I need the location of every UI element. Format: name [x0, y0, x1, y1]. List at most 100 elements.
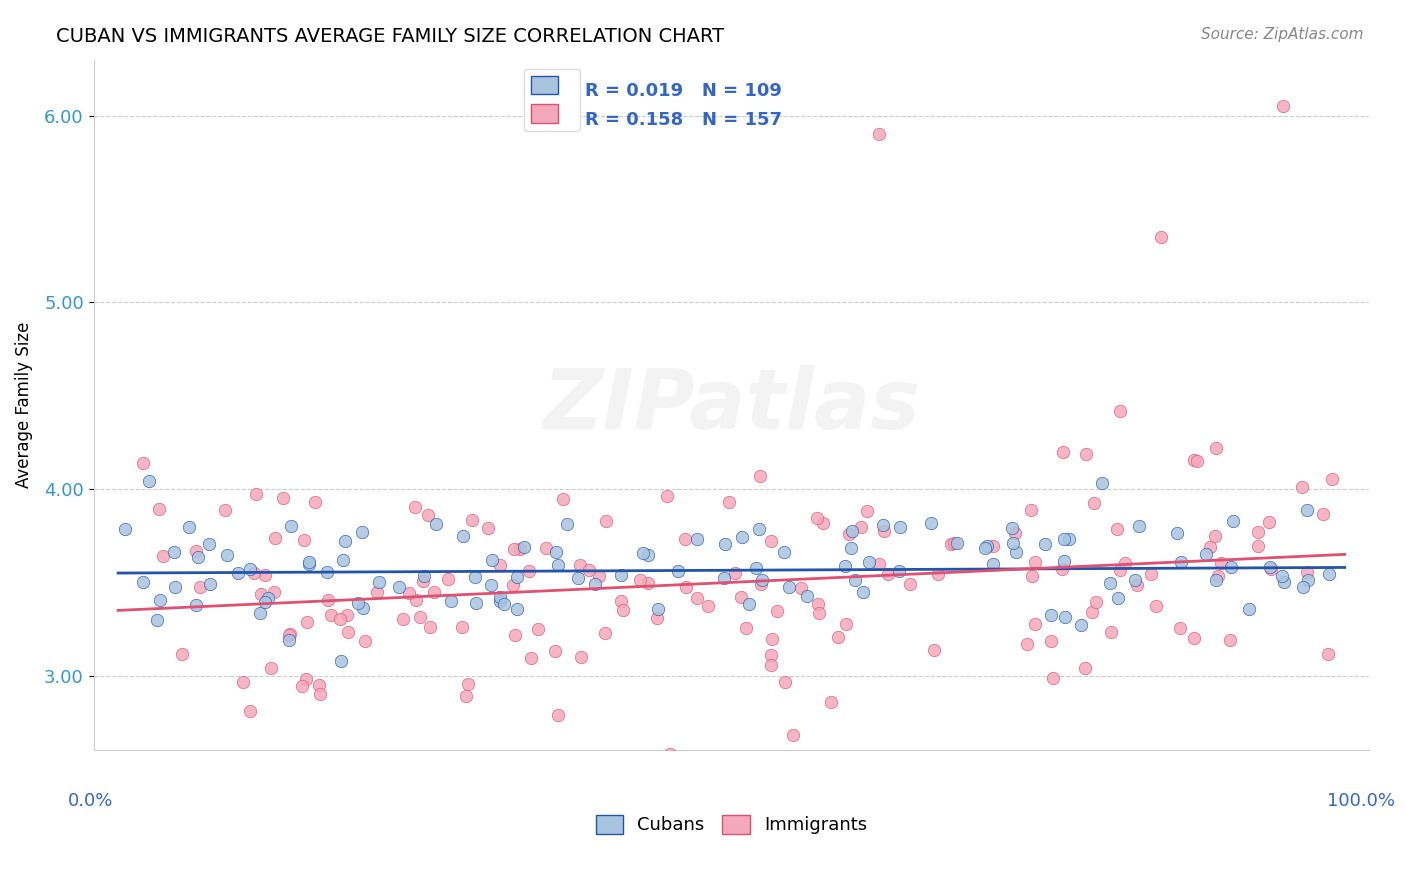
Immigrants [477, 520, 499, 534]
Text: 100.0%: 100.0% [1327, 792, 1395, 810]
Immigrants [247, 756, 270, 770]
Cubans [974, 541, 997, 556]
Cubans [198, 537, 221, 551]
Immigrants [612, 603, 634, 617]
Immigrants [675, 533, 697, 547]
Immigrants [922, 642, 945, 657]
Immigrants [718, 495, 741, 509]
Immigrants [1204, 529, 1226, 543]
Cubans [1107, 591, 1129, 605]
Cubans [440, 594, 463, 608]
Immigrants [132, 456, 155, 470]
Cubans [547, 558, 569, 573]
Immigrants [297, 615, 319, 630]
Cubans [425, 517, 447, 532]
Cubans [872, 518, 894, 533]
Cubans [976, 540, 998, 554]
Cubans [858, 555, 880, 569]
Immigrants [502, 542, 524, 557]
Cubans [165, 580, 187, 594]
Immigrants [553, 491, 575, 506]
Cubans [631, 545, 654, 559]
Immigrants [1126, 578, 1149, 592]
Cubans [714, 537, 737, 551]
Cubans [1098, 575, 1121, 590]
Cubans [1195, 547, 1218, 561]
Cubans [132, 574, 155, 589]
Immigrants [423, 585, 446, 599]
Immigrants [981, 539, 1004, 553]
Cubans [253, 594, 276, 608]
Cubans [1291, 580, 1313, 594]
Immigrants [502, 577, 524, 591]
Cubans [332, 553, 354, 567]
Immigrants [412, 574, 434, 589]
Immigrants [243, 566, 266, 581]
Immigrants [1187, 454, 1209, 468]
Cubans [215, 548, 238, 562]
Cubans [1057, 533, 1080, 547]
Cubans [249, 607, 271, 621]
Immigrants [366, 585, 388, 599]
Text: ZIPatlas: ZIPatlas [543, 365, 921, 445]
Cubans [330, 654, 353, 668]
Cubans [889, 520, 911, 534]
Cubans [1053, 554, 1076, 568]
Cubans [1001, 536, 1024, 550]
Text: R = 0.158   N = 157: R = 0.158 N = 157 [585, 112, 782, 129]
Cubans [316, 565, 339, 579]
Cubans [834, 559, 856, 574]
Immigrants [1042, 671, 1064, 685]
Cubans [557, 516, 579, 531]
Immigrants [868, 557, 890, 571]
Immigrants [939, 537, 962, 551]
Immigrants [1150, 230, 1173, 244]
Immigrants [170, 647, 193, 661]
Immigrants [503, 628, 526, 642]
Cubans [1033, 537, 1056, 551]
Cubans [1296, 573, 1319, 587]
Cubans [278, 633, 301, 648]
Immigrants [1312, 507, 1334, 521]
Immigrants [1199, 540, 1222, 554]
Immigrants [806, 511, 828, 525]
Cubans [184, 598, 207, 612]
Immigrants [457, 677, 479, 691]
Immigrants [811, 516, 834, 530]
Cubans [1317, 567, 1340, 582]
Cubans [1271, 569, 1294, 583]
Immigrants [1219, 633, 1241, 648]
Immigrants [292, 533, 315, 548]
Immigrants [697, 599, 720, 613]
Immigrants [1206, 569, 1229, 583]
Immigrants [645, 611, 668, 625]
Cubans [981, 557, 1004, 571]
Immigrants [1024, 555, 1046, 569]
Immigrants [827, 630, 849, 644]
Immigrants [1139, 567, 1161, 582]
Cubans [1054, 610, 1077, 624]
Immigrants [759, 648, 782, 662]
Immigrants [489, 558, 512, 572]
Cubans [1091, 476, 1114, 491]
Cubans [465, 596, 488, 610]
Immigrants [628, 573, 651, 587]
Immigrants [316, 593, 339, 607]
Immigrants [1247, 540, 1270, 554]
Cubans [1070, 618, 1092, 632]
Cubans [412, 569, 434, 583]
Cubans [1005, 545, 1028, 559]
Cubans [149, 592, 172, 607]
Cubans [583, 577, 606, 591]
Immigrants [547, 707, 569, 722]
Immigrants [205, 760, 228, 774]
Immigrants [1182, 453, 1205, 467]
Immigrants [675, 580, 697, 594]
Immigrants [734, 621, 756, 635]
Immigrants [336, 625, 359, 640]
Cubans [887, 564, 910, 578]
Cubans [1220, 559, 1243, 574]
Immigrants [1182, 631, 1205, 645]
Cubans [666, 564, 689, 578]
Immigrants [1144, 599, 1167, 614]
